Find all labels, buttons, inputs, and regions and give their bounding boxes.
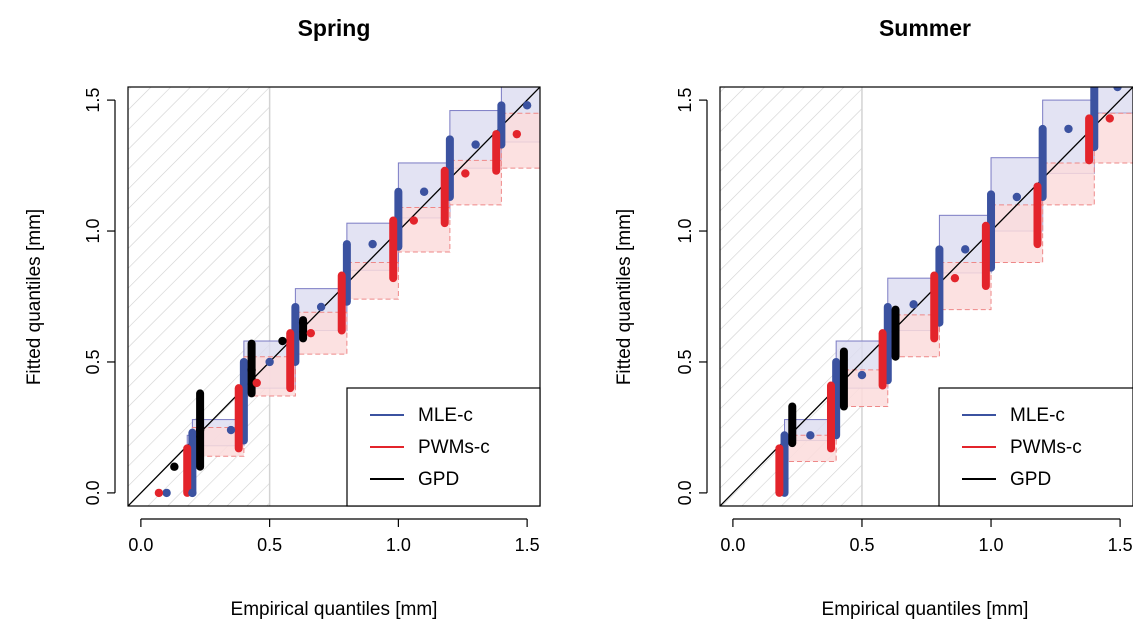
legend: MLE-c PWMs-c GPD	[346, 387, 541, 507]
x-tick-label: 0.5	[849, 535, 874, 555]
y-axis-label: Fitted quantiles [mm]	[614, 209, 635, 385]
mle-point	[1064, 124, 1073, 134]
pwm-band-step	[500, 112, 540, 169]
mle-point	[368, 239, 377, 249]
y-tick-label: 1.5	[675, 88, 695, 113]
legend-label-pwm: PWMs-c	[1010, 437, 1082, 458]
pwm-point	[409, 216, 419, 225]
legend-label-pwm: PWMs-c	[418, 437, 490, 458]
x-tick-label: 0.0	[128, 535, 153, 555]
legend-label-mle: MLE-c	[418, 405, 473, 426]
y-tick-label: 0.5	[675, 349, 695, 374]
y-tick-label: 0.0	[675, 480, 695, 505]
y-tick-label: 1.0	[675, 219, 695, 244]
y-axis: 0.0 0.5 1.0 1.5	[675, 88, 708, 505]
x-tick-label: 1.0	[386, 535, 411, 555]
x-tick-label: 1.5	[1108, 535, 1133, 555]
y-tick-label: 1.0	[83, 219, 103, 244]
x-tick-label: 1.0	[979, 535, 1004, 555]
y-axis-label: Fitted quantiles [mm]	[24, 209, 45, 385]
mle-point	[909, 300, 918, 309]
legend-label-gpd: GPD	[1010, 469, 1051, 490]
mle-point	[419, 187, 429, 196]
x-tick-label: 0.0	[720, 535, 745, 555]
x-axis-label: Empirical quantiles [mm]	[822, 599, 1029, 620]
x-tick-label: 0.5	[257, 535, 282, 555]
pwm-point	[252, 378, 261, 388]
x-axis: 0.0 0.5 1.0 1.5	[128, 518, 540, 555]
plot-area	[128, 87, 540, 506]
pwm-band-step	[1042, 162, 1095, 206]
mle-point	[806, 431, 815, 440]
pwm-point	[950, 273, 960, 283]
legend-label-mle: MLE-c	[1010, 405, 1065, 426]
mle-point	[1012, 192, 1022, 202]
mle-point	[1113, 87, 1122, 92]
x-axis-label: Empirical quantiles [mm]	[231, 599, 438, 620]
summer-panel: Summer Empirical quantiles [mm] Fitted q…	[614, 15, 1133, 620]
gpd-point	[247, 365, 256, 375]
mle-point	[226, 425, 236, 435]
mle-point	[316, 302, 326, 312]
mle-point	[265, 357, 274, 367]
pwm-point	[154, 488, 164, 498]
mle-point	[188, 488, 197, 498]
mle-point	[471, 140, 480, 149]
legend-label-gpd: GPD	[418, 469, 459, 490]
mle-point	[857, 370, 867, 380]
plot-frame	[127, 86, 541, 507]
mle-point	[961, 245, 970, 254]
pwm-point	[512, 129, 522, 139]
gpd-point	[195, 425, 205, 435]
y-tick-label: 0.0	[83, 480, 103, 505]
gpd-point	[278, 336, 287, 346]
pwm-point	[306, 328, 316, 338]
mle-point	[522, 101, 532, 110]
plot-frame	[719, 86, 1133, 507]
plot-area	[720, 87, 1133, 506]
mle-point	[162, 488, 171, 498]
chart-title: Spring	[298, 15, 371, 41]
chart-title: Summer	[879, 15, 971, 41]
y-tick-label: 0.5	[83, 349, 103, 374]
gpd-point	[298, 318, 308, 327]
legend: MLE-c PWMs-c GPD	[938, 387, 1133, 507]
pwm-point	[1105, 114, 1114, 123]
gpd-point	[170, 462, 179, 471]
y-axis: 0.0 0.5 1.0 1.5	[83, 88, 116, 505]
spring-panel: Spring Empirical quantiles [mm] Fitted q…	[24, 15, 541, 620]
y-tick-label: 1.5	[83, 88, 103, 113]
x-tick-label: 1.5	[515, 535, 540, 555]
x-axis: 0.0 0.5 1.0 1.5	[720, 518, 1133, 555]
pwm-point	[461, 169, 470, 178]
